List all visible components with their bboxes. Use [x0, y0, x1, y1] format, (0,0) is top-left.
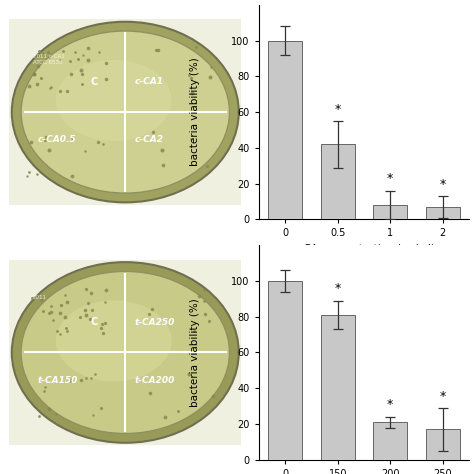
Bar	[426, 207, 460, 219]
Ellipse shape	[21, 31, 229, 193]
Y-axis label: bacteria viability (%): bacteria viability (%)	[190, 58, 200, 166]
Bar	[426, 429, 460, 460]
Text: *: *	[439, 390, 446, 402]
Bar	[268, 281, 302, 460]
X-axis label: c-CA concentration (μg/ml): c-CA concentration (μg/ml)	[293, 244, 435, 254]
Text: *: *	[439, 178, 446, 191]
Text: *: *	[335, 103, 341, 116]
Text: C: C	[91, 318, 98, 328]
Bar	[321, 144, 355, 219]
Text: *: *	[387, 173, 393, 185]
Text: *: *	[335, 282, 341, 295]
Ellipse shape	[12, 22, 239, 202]
Text: c-CA0.5: c-CA0.5	[37, 136, 76, 145]
Text: c-CA1: c-CA1	[135, 77, 164, 86]
Text: C: C	[91, 77, 98, 87]
Text: t-CA250: t-CA250	[135, 318, 175, 327]
Ellipse shape	[12, 262, 239, 443]
Bar	[321, 315, 355, 460]
Y-axis label: bacteria viability (%): bacteria viability (%)	[190, 298, 200, 407]
Ellipse shape	[21, 272, 229, 434]
Ellipse shape	[56, 60, 172, 141]
Text: t-CA150: t-CA150	[37, 376, 78, 385]
Bar	[373, 205, 407, 219]
Bar	[268, 40, 302, 219]
Text: *: *	[387, 399, 393, 411]
Text: 2011: 2011	[33, 294, 46, 300]
Text: c-CA2: c-CA2	[135, 136, 164, 145]
Ellipse shape	[56, 301, 172, 382]
Text: 2011 c-CA1
ATCC 6538: 2011 c-CA1 ATCC 6538	[33, 54, 64, 65]
Text: t-CA200: t-CA200	[135, 376, 175, 385]
Bar	[373, 422, 407, 460]
